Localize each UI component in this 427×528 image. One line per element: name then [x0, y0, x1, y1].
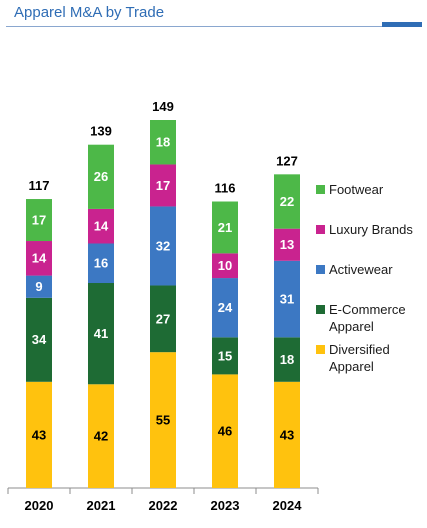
- legend-swatch-activewear: [316, 265, 325, 274]
- bar-segment-activewear-2022: [150, 206, 176, 286]
- bar-segment-activewear-2023: [212, 278, 238, 338]
- bar-segment-diversified-apparel-2022: [150, 352, 176, 488]
- x-tick-label-2023: 2023: [211, 498, 240, 513]
- bar-segment-luxury-brands-2022: [150, 164, 176, 207]
- data-label-luxury-brands-2021: 14: [94, 219, 109, 234]
- data-label-footwear-2024: 22: [280, 194, 294, 209]
- bar-segment-e-commerce-apparel-2021: [88, 283, 114, 385]
- data-label-e-commerce-apparel-2024: 18: [280, 352, 294, 367]
- bar-segment-e-commerce-apparel-2020: [26, 297, 52, 382]
- data-label-e-commerce-apparel-2021: 41: [94, 326, 108, 341]
- data-label-footwear-2023: 21: [218, 220, 232, 235]
- total-label-2023: 116: [215, 181, 236, 196]
- data-label-footwear-2020: 17: [32, 212, 46, 227]
- title-rule: [6, 26, 420, 27]
- bar-segment-diversified-apparel-2023: [212, 374, 238, 488]
- data-label-diversified-apparel-2021: 42: [94, 429, 108, 444]
- data-label-diversified-apparel-2024: 43: [280, 427, 294, 442]
- data-label-diversified-apparel-2020: 43: [32, 427, 46, 442]
- legend-label-footwear: Footwear: [329, 182, 384, 197]
- bar-segment-footwear-2021: [88, 144, 114, 209]
- bar-segment-activewear-2020: [26, 275, 52, 298]
- legend-swatch-e-commerce-apparel: [316, 305, 325, 314]
- legend-swatch-diversified-apparel: [316, 345, 325, 354]
- legend-label-diversified-apparel: Diversified Apparel: [329, 342, 390, 374]
- data-label-activewear-2022: 32: [156, 238, 170, 253]
- data-label-luxury-brands-2020: 14: [32, 251, 47, 266]
- bar-segment-footwear-2020: [26, 199, 52, 242]
- x-tick-label-2020: 2020: [25, 498, 54, 513]
- title-accent-bar: [382, 22, 422, 27]
- x-tick-label-2021: 2021: [87, 498, 116, 513]
- total-label-2021: 139: [90, 124, 112, 139]
- data-label-e-commerce-apparel-2022: 27: [156, 311, 170, 326]
- data-label-diversified-apparel-2023: 46: [218, 424, 232, 439]
- legend-label-luxury-brands: Luxury Brands: [329, 222, 413, 237]
- bar-segment-footwear-2023: [212, 201, 238, 254]
- bar-segment-diversified-apparel-2024: [274, 381, 300, 488]
- total-label-2020: 117: [29, 178, 50, 193]
- legend-swatch-footwear: [316, 185, 325, 194]
- bar-segment-diversified-apparel-2020: [26, 381, 52, 488]
- bar-segment-footwear-2024: [274, 174, 300, 229]
- bar-segment-luxury-brands-2021: [88, 208, 114, 244]
- data-label-activewear-2020: 9: [35, 279, 42, 294]
- data-label-diversified-apparel-2022: 55: [156, 413, 170, 428]
- data-label-activewear-2023: 24: [218, 300, 233, 315]
- bar-segment-diversified-apparel-2021: [88, 384, 114, 488]
- data-label-footwear-2022: 18: [156, 135, 170, 150]
- chart-title: Apparel M&A by Trade: [14, 4, 165, 21]
- bar-segment-e-commerce-apparel-2024: [274, 337, 300, 382]
- bar-segment-footwear-2022: [150, 120, 176, 165]
- bar-segment-activewear-2021: [88, 243, 114, 284]
- bar-segment-luxury-brands-2020: [26, 241, 52, 276]
- x-tick-label-2022: 2022: [149, 498, 178, 513]
- data-label-activewear-2024: 31: [280, 291, 294, 306]
- x-tick-label-2024: 2024: [273, 498, 303, 513]
- data-label-activewear-2021: 16: [94, 256, 108, 271]
- data-label-e-commerce-apparel-2023: 15: [218, 348, 232, 363]
- data-label-e-commerce-apparel-2020: 34: [32, 332, 47, 347]
- legend-label-e-commerce-apparel: E-Commerce Apparel: [329, 302, 406, 334]
- data-label-footwear-2021: 26: [94, 169, 108, 184]
- legend-label-activewear: Activewear: [329, 262, 393, 277]
- total-label-2022: 149: [152, 99, 174, 114]
- bar-segment-e-commerce-apparel-2022: [150, 285, 176, 353]
- data-label-luxury-brands-2023: 10: [218, 258, 232, 273]
- legend-swatch-luxury-brands: [316, 225, 325, 234]
- data-label-luxury-brands-2024: 13: [280, 237, 294, 252]
- bar-segment-luxury-brands-2024: [274, 228, 300, 261]
- data-label-luxury-brands-2022: 17: [156, 178, 170, 193]
- total-label-2024: 127: [276, 153, 298, 168]
- bar-segment-e-commerce-apparel-2023: [212, 337, 238, 375]
- bar-segment-activewear-2024: [274, 260, 300, 338]
- bar-segment-luxury-brands-2023: [212, 253, 238, 279]
